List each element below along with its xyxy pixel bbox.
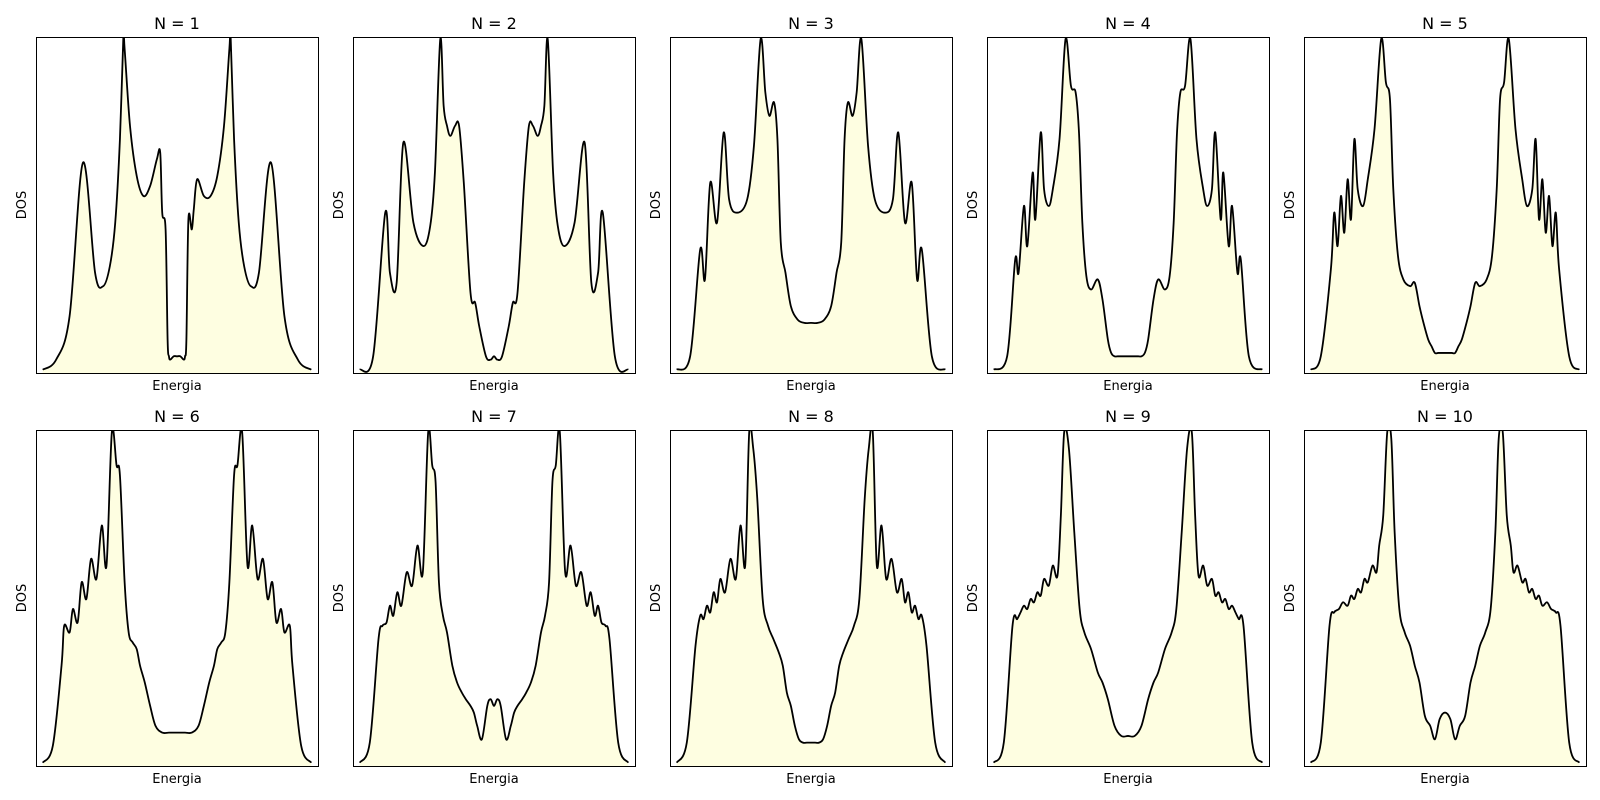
y-axis-label: DOS — [966, 191, 981, 220]
axes-frame — [1304, 430, 1587, 767]
y-axis-label: DOS — [966, 584, 981, 613]
dos-curve — [358, 37, 630, 373]
dos-curve — [675, 430, 947, 764]
y-axis-label: DOS — [332, 584, 347, 613]
dos-panel-3: N = 3 Energia DOS — [649, 14, 953, 394]
dos-curve — [676, 37, 946, 371]
axes-frame — [36, 37, 319, 374]
dos-area-fill — [1310, 430, 1580, 766]
dos-area-fill — [676, 430, 946, 766]
dos-panel-6: N = 6 Energia DOS — [15, 407, 319, 787]
x-axis-label: Energia — [1420, 772, 1469, 787]
dos-area-fill — [42, 37, 312, 373]
dos-curve — [358, 430, 630, 764]
axes-frame — [670, 37, 953, 374]
dos-curve — [1309, 37, 1581, 371]
panel-title: N = 1 — [154, 14, 200, 33]
y-axis-label: DOS — [649, 584, 664, 613]
axes-frame — [987, 37, 1270, 374]
x-axis-label: Energia — [469, 772, 518, 787]
dos-curve — [42, 37, 312, 371]
panel-title: N = 6 — [154, 407, 200, 426]
y-axis-label: DOS — [1283, 584, 1298, 613]
axes-frame — [1304, 37, 1587, 374]
dos-area-fill — [359, 37, 629, 373]
dos-panel-5: N = 5 Energia DOS — [1283, 14, 1587, 394]
dos-area-fill — [993, 430, 1263, 766]
dos-panel-9: N = 9 Energia DOS — [966, 407, 1270, 787]
panel-title: N = 5 — [1422, 14, 1468, 33]
panel-title: N = 10 — [1417, 407, 1473, 426]
dos-panel-4: N = 4 Energia DOS — [966, 14, 1270, 394]
x-axis-label: Energia — [1420, 379, 1469, 394]
axes-frame — [670, 430, 953, 767]
dos-curve — [1309, 430, 1581, 764]
x-axis-label: Energia — [469, 379, 518, 394]
x-axis-label: Energia — [152, 772, 201, 787]
dos-area-fill — [1310, 38, 1580, 373]
y-axis-label: DOS — [15, 584, 30, 613]
dos-area-fill — [676, 37, 946, 373]
dos-panel-1: N = 1 Energia DOS — [15, 14, 319, 394]
dos-panel-10: N = 10 Energia DOS — [1283, 407, 1587, 787]
axes-frame — [987, 430, 1270, 767]
axes-frame — [353, 37, 636, 374]
y-axis-label: DOS — [649, 191, 664, 220]
panel-title: N = 9 — [1105, 407, 1151, 426]
panel-title: N = 2 — [471, 14, 517, 33]
dos-panel-8: N = 8 Energia DOS — [649, 407, 953, 787]
dos-curve — [993, 37, 1263, 371]
y-axis-label: DOS — [15, 191, 30, 220]
dos-area-fill — [359, 430, 629, 766]
x-axis-label: Energia — [1103, 772, 1152, 787]
axes-frame — [353, 430, 636, 767]
dos-panel-2: N = 2 Energia DOS — [332, 14, 636, 394]
dos-curve — [992, 430, 1264, 764]
panel-title: N = 7 — [471, 407, 517, 426]
panel-title: N = 4 — [1105, 14, 1151, 33]
axes-frame — [36, 430, 319, 767]
x-axis-label: Energia — [786, 379, 835, 394]
panel-title: N = 3 — [788, 14, 834, 33]
y-axis-label: DOS — [1283, 191, 1298, 220]
panel-title: N = 8 — [788, 407, 834, 426]
dos-area-fill — [42, 430, 312, 766]
y-axis-label: DOS — [332, 191, 347, 220]
x-axis-label: Energia — [1103, 379, 1152, 394]
dos-panel-7: N = 7 Energia DOS — [332, 407, 636, 787]
dos-curve — [41, 430, 313, 764]
x-axis-label: Energia — [786, 772, 835, 787]
x-axis-label: Energia — [152, 379, 201, 394]
